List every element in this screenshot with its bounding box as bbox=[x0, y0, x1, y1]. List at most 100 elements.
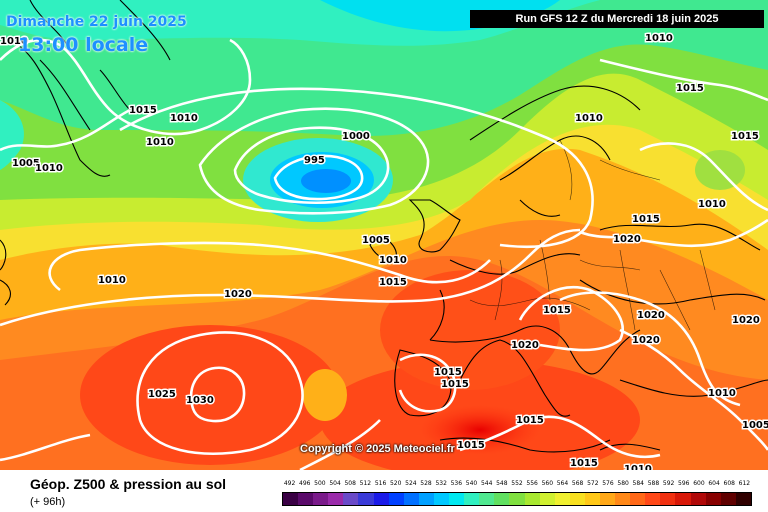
pressure-label: 1015 bbox=[516, 415, 544, 426]
pressure-label: 995 bbox=[304, 155, 325, 166]
copyright-notice: Copyright © 2025 Meteociel.fr bbox=[300, 443, 455, 455]
scale-swatch bbox=[464, 493, 480, 505]
scale-label: 592 bbox=[662, 480, 675, 487]
pressure-label: 1010 bbox=[645, 33, 673, 44]
isobar-1015-alps bbox=[518, 286, 624, 352]
pressure-label: 1010 bbox=[708, 388, 736, 399]
scale-label: 508 bbox=[344, 480, 356, 487]
scale-swatch bbox=[539, 493, 555, 505]
scale-swatch bbox=[690, 493, 706, 505]
isobar-1020-east bbox=[579, 218, 768, 248]
scale-swatch bbox=[675, 493, 691, 505]
pressure-label: 1015 bbox=[379, 277, 407, 288]
scale-label: 576 bbox=[602, 480, 614, 487]
scale-label: 608 bbox=[723, 480, 735, 487]
pressure-label: 1015 bbox=[570, 458, 598, 469]
scale-label: 612 bbox=[738, 480, 751, 487]
pressure-label: 1015 bbox=[457, 440, 485, 451]
forecast-map: 1010 1015 1010 1010 1005 1010 995 1000 1… bbox=[0, 0, 768, 470]
scale-label: 492 bbox=[283, 480, 296, 487]
isobar-1025-high bbox=[136, 331, 304, 456]
scale-swatch bbox=[524, 493, 540, 505]
scale-swatch bbox=[298, 493, 314, 505]
scale-swatch bbox=[388, 493, 404, 505]
scale-swatch bbox=[313, 493, 329, 505]
scale-swatch bbox=[720, 493, 736, 505]
scale-label: 580 bbox=[617, 480, 629, 487]
pressure-label: 1010 bbox=[35, 163, 63, 174]
forecast-range: (+ 96h) bbox=[30, 496, 66, 508]
pressure-label: 1005 bbox=[12, 158, 40, 169]
scale-swatch bbox=[735, 493, 751, 505]
legend-footer: Géop. Z500 & pression au sol (+ 96h) 492… bbox=[0, 470, 768, 512]
scale-label: 548 bbox=[496, 480, 508, 487]
isobars bbox=[0, 38, 768, 470]
scale-swatch bbox=[403, 493, 419, 505]
pressure-label: 1010 bbox=[624, 464, 652, 470]
pressure-label: 1005 bbox=[362, 235, 390, 246]
run-info-banner: Run GFS 12 Z du Mercredi 18 juin 2025 bbox=[470, 10, 764, 28]
coastlines bbox=[0, 0, 768, 453]
scale-label: 528 bbox=[420, 480, 432, 487]
pressure-label: 1020 bbox=[637, 310, 665, 321]
isobar-1020-central bbox=[0, 228, 581, 327]
scale-label: 572 bbox=[587, 480, 599, 487]
pressure-label: 1015 bbox=[129, 105, 157, 116]
scale-bar bbox=[282, 492, 752, 506]
isobar-1010-east bbox=[639, 142, 768, 212]
isobar-995-low bbox=[273, 154, 364, 201]
scale-swatch bbox=[630, 493, 646, 505]
scale-label: 600 bbox=[693, 480, 705, 487]
pressure-label: 1020 bbox=[511, 340, 539, 351]
isobar-1000-low bbox=[233, 126, 390, 205]
pressure-label: 1020 bbox=[224, 289, 252, 300]
pressure-label: 1020 bbox=[732, 315, 760, 326]
scale-label: 604 bbox=[708, 480, 720, 487]
scale-label: 568 bbox=[571, 480, 584, 487]
scale-swatch bbox=[479, 493, 495, 505]
scale-label: 588 bbox=[647, 480, 660, 487]
scale-label: 496 bbox=[299, 480, 311, 487]
scale-swatch bbox=[433, 493, 450, 505]
scale-swatch bbox=[418, 493, 434, 505]
scale-label: 584 bbox=[632, 480, 644, 487]
isobar-1010-ring bbox=[119, 87, 594, 248]
scale-label: 552 bbox=[511, 480, 523, 487]
pressure-label: 1015 bbox=[543, 305, 571, 316]
pressure-label: 1000 bbox=[342, 131, 370, 142]
scale-label: 556 bbox=[526, 480, 538, 487]
scale-swatch bbox=[328, 493, 344, 505]
map-title: Géop. Z500 & pression au sol bbox=[30, 476, 227, 492]
isobar-1010-se bbox=[619, 328, 768, 451]
scale-label: 500 bbox=[314, 480, 326, 487]
isobar-1020-south bbox=[0, 419, 381, 470]
scale-label: 524 bbox=[405, 480, 417, 487]
scale-swatch bbox=[599, 493, 616, 505]
isobar-1015-north bbox=[599, 58, 768, 102]
pressure-label: 1005 bbox=[742, 420, 768, 431]
pressure-label: 1010 bbox=[379, 255, 407, 266]
scale-swatch bbox=[660, 493, 676, 505]
pressure-label: 1010 bbox=[98, 275, 126, 286]
scale-label: 520 bbox=[389, 480, 402, 487]
scale-label: 504 bbox=[329, 480, 341, 487]
pressure-label: 1010 bbox=[146, 137, 174, 148]
isobar-1005-west bbox=[0, 108, 131, 152]
isobar-1010-west bbox=[0, 38, 252, 136]
scale-swatch bbox=[449, 493, 465, 505]
scale-swatch bbox=[494, 493, 510, 505]
pressure-label: 1025 bbox=[148, 389, 176, 400]
pressure-label-group: 1010 1015 1010 1010 1005 1010 995 1000 1… bbox=[0, 32, 768, 471]
pressure-label: 1015 bbox=[731, 131, 759, 142]
scale-swatch bbox=[509, 493, 525, 505]
pressure-label: 1010 bbox=[0, 36, 28, 47]
scale-label: 516 bbox=[374, 480, 387, 487]
scale-swatch bbox=[358, 493, 374, 505]
isobar-1015-central bbox=[48, 241, 491, 292]
pressure-label: 1030 bbox=[186, 395, 214, 406]
pressure-label: 1015 bbox=[676, 83, 704, 94]
map-canvas: 1010 1015 1010 1010 1005 1010 995 1000 1… bbox=[0, 0, 768, 470]
isobar-1015-med bbox=[459, 415, 661, 459]
scale-swatch bbox=[343, 493, 359, 505]
